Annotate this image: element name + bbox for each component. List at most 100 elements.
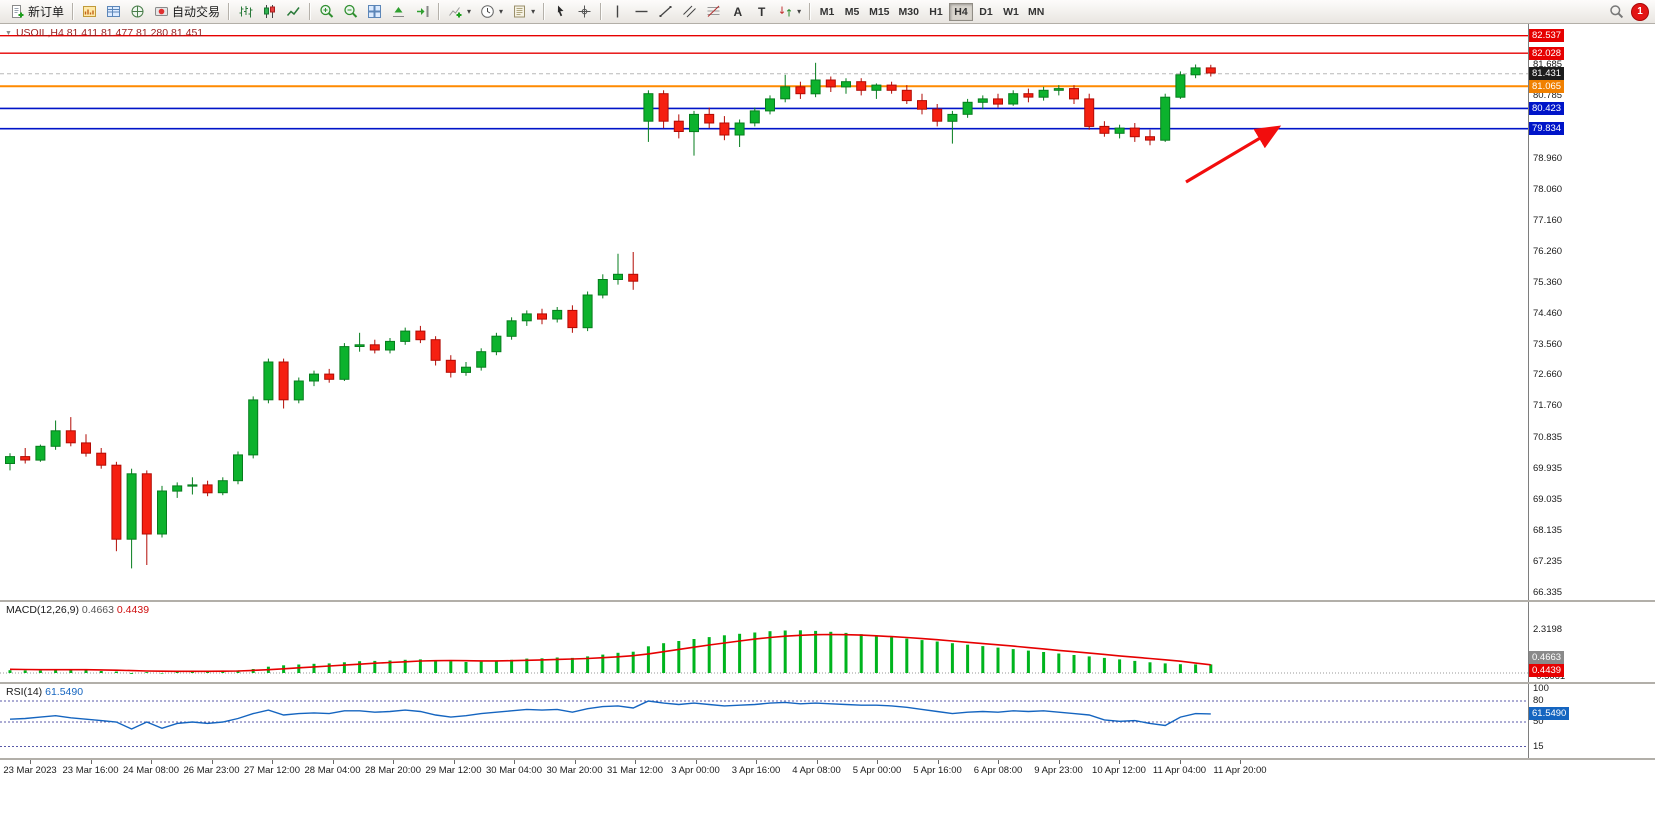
candle — [339, 346, 350, 380]
timeframe-h1-button[interactable]: H1 — [924, 3, 948, 21]
crosshair-icon — [577, 4, 592, 19]
timeframe-m1-button[interactable]: M1 — [815, 3, 839, 21]
text-button[interactable]: A — [726, 2, 749, 22]
time-axis-label: 3 Apr 00:00 — [671, 765, 720, 776]
candle — [917, 100, 927, 110]
candle — [567, 309, 578, 329]
panel-divider[interactable] — [0, 758, 1655, 760]
horizontal-line-button[interactable] — [630, 2, 653, 22]
price-level-tag: 82.537 — [1529, 29, 1565, 43]
candle — [187, 484, 198, 487]
candle — [689, 113, 699, 133]
price-axis — [1528, 24, 1655, 760]
time-axis-tick — [816, 760, 818, 764]
candle — [795, 86, 806, 95]
rsi-line — [9, 700, 1211, 730]
timeframe-w1-button[interactable]: W1 — [999, 3, 1023, 21]
indicators-button[interactable]: ▾ — [444, 2, 475, 22]
price-level-tag: 79.834 — [1529, 122, 1565, 136]
timeframe-h4-button[interactable]: H4 — [948, 2, 973, 21]
time-axis-label: 23 Mar 16:00 — [62, 765, 119, 776]
notification-badge[interactable]: 1 — [1631, 2, 1649, 21]
timeframe-m30-button[interactable]: M30 — [895, 3, 923, 21]
search-button[interactable] — [1605, 2, 1628, 22]
market-watch-button[interactable] — [78, 2, 101, 22]
timeframe-mn-button[interactable]: MN — [1024, 3, 1048, 21]
candle — [369, 344, 380, 351]
auto-trading-button[interactable]: 自动交易 — [150, 2, 224, 22]
candle — [1008, 93, 1019, 105]
timeframe-m5-button[interactable]: M5 — [840, 3, 864, 21]
price-axis-label: 81.685 — [1533, 59, 1563, 70]
candle — [309, 373, 319, 382]
bar-chart-icon — [238, 4, 253, 19]
time-axis-label: 4 Apr 08:00 — [792, 765, 841, 776]
candle — [901, 89, 912, 102]
candle — [1084, 98, 1095, 127]
arrows-button[interactable]: ▾ — [774, 2, 805, 22]
macd-axis-max-label: 2.3198 — [1533, 624, 1563, 636]
templates-button[interactable]: ▾ — [508, 2, 539, 22]
time-axis-label: 11 Apr 04:00 — [1152, 765, 1207, 776]
trendline-button[interactable] — [654, 2, 677, 22]
navigator-button[interactable] — [126, 2, 149, 22]
crosshair-button[interactable] — [573, 2, 596, 22]
time-axis-tick — [90, 760, 92, 764]
arrows-icon — [778, 4, 793, 19]
periods-button[interactable]: ▾ — [476, 2, 507, 22]
tile-windows-button[interactable] — [363, 2, 386, 22]
label-icon: T — [754, 4, 769, 19]
candle — [324, 373, 335, 380]
toolbar-separator — [72, 3, 75, 20]
candle — [263, 361, 274, 401]
symbol-dropdown-icon[interactable]: ▼ — [5, 29, 12, 37]
fibonacci-button[interactable] — [702, 2, 725, 22]
time-axis-tick — [272, 760, 273, 764]
data-window-button[interactable] — [102, 2, 125, 22]
trendline-icon — [658, 4, 673, 19]
panel-divider[interactable] — [0, 600, 1655, 602]
line-chart-button[interactable] — [282, 2, 305, 22]
channel-button[interactable] — [678, 2, 701, 22]
timeframe-d1-button[interactable]: D1 — [974, 3, 998, 21]
candle — [20, 456, 31, 461]
candle-chart-button[interactable] — [258, 2, 281, 22]
chart-shift-button[interactable] — [411, 2, 434, 22]
panel-divider[interactable] — [0, 682, 1655, 684]
candle — [886, 84, 897, 91]
cursor-button[interactable] — [549, 2, 572, 22]
candle — [993, 98, 1003, 105]
price-chart-canvas[interactable] — [0, 24, 1528, 600]
auto-scroll-button[interactable] — [387, 2, 410, 22]
candle — [749, 110, 760, 124]
candle — [202, 484, 213, 494]
candle — [217, 480, 228, 494]
vertical-line-button[interactable] — [606, 2, 629, 22]
macd-indicator-canvas[interactable] — [0, 602, 1528, 682]
zoom-out-button[interactable] — [339, 2, 362, 22]
svg-text:A: A — [734, 5, 743, 19]
new-order-button[interactable]: 新订单 — [6, 2, 68, 22]
time-axis-label: 31 Mar 12:00 — [607, 765, 663, 776]
zoom-in-button[interactable] — [315, 2, 338, 22]
candle — [597, 279, 608, 296]
time-axis-label: 30 Mar 04:00 — [486, 765, 542, 776]
time-axis-tick — [877, 760, 878, 764]
time-axis-tick — [1179, 760, 1181, 764]
current-price-tag: 81.431 — [1529, 67, 1565, 81]
new-order-icon — [10, 4, 25, 19]
toolbar: 新订单 自动交易 ▾ ▾ ▾ A T ▾ M1 M5 M15 M30 H1 H4 D1 W1 MN 1 — [0, 0, 1655, 24]
candle — [962, 101, 973, 115]
price-axis-label: 69.935 — [1533, 463, 1563, 475]
candle — [35, 445, 46, 461]
time-axis-tick — [332, 760, 334, 764]
candle — [293, 380, 304, 401]
time-axis-label: 5 Apr 00:00 — [852, 765, 902, 776]
candle — [400, 330, 411, 342]
bar-chart-button[interactable] — [234, 2, 257, 22]
timeframe-m15-button[interactable]: M15 — [865, 3, 893, 21]
annotation-arrow[interactable] — [1185, 125, 1282, 184]
label-button[interactable]: T — [750, 2, 773, 22]
rsi-indicator-canvas[interactable] — [0, 684, 1528, 758]
